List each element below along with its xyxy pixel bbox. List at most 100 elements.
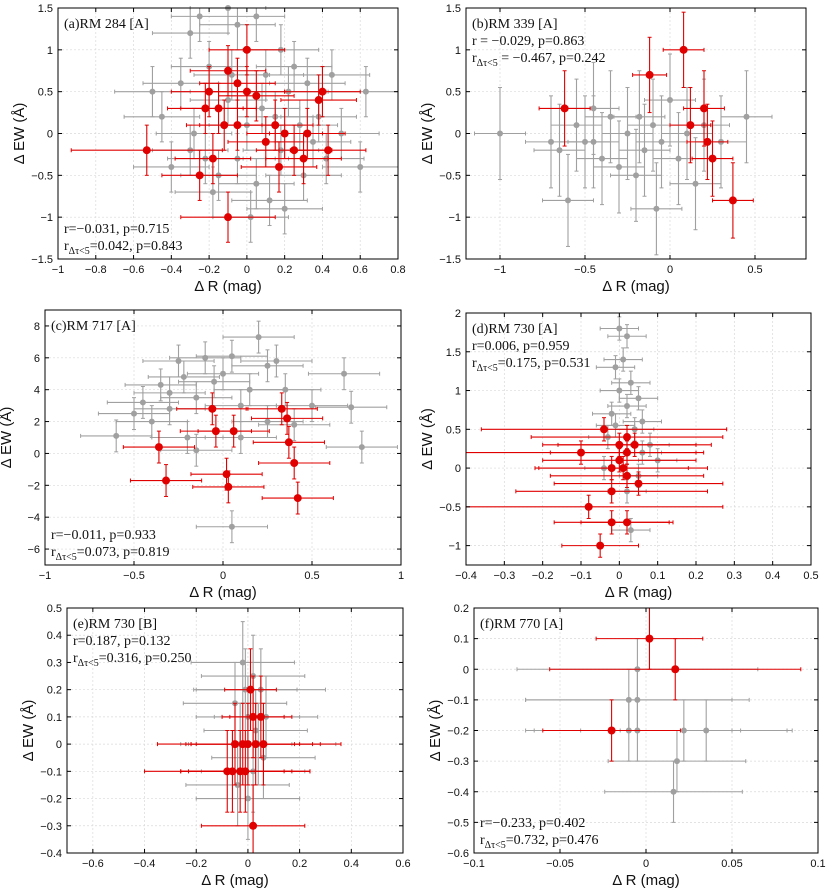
- y-tick-label: 0: [47, 129, 53, 141]
- red-data-point: [259, 740, 268, 749]
- grey-data-point: [684, 130, 690, 137]
- grey-data-point: [599, 155, 605, 162]
- y-tick-label: 0.2: [454, 603, 469, 615]
- x-tick-label: −0.2: [198, 264, 220, 276]
- red-data-point: [645, 634, 654, 643]
- red-data-point: [277, 404, 286, 413]
- grey-data-point: [131, 410, 137, 417]
- x-tick-label: 1: [398, 570, 404, 582]
- x-axis-title: Δ R (mag): [605, 584, 673, 601]
- grey-data-point: [743, 113, 750, 120]
- red-data-point: [293, 494, 302, 503]
- y-tick-label: 4: [34, 385, 40, 397]
- y-tick-label: 0: [56, 739, 62, 751]
- x-tick-label: 0.6: [353, 264, 368, 276]
- x-tick-label: 0.2: [292, 858, 307, 870]
- x-tick-label: 0.2: [688, 570, 703, 582]
- red-data-point: [283, 414, 292, 423]
- panel-title: (d)RM 730 [A]: [472, 322, 558, 337]
- red-data-point: [623, 471, 631, 480]
- grey-data-point: [239, 659, 246, 666]
- y-axis-title: Δ EW (Å): [419, 103, 436, 165]
- grey-data-point: [157, 381, 164, 388]
- grey-data-point: [348, 404, 355, 411]
- x-tick-label: 0: [220, 570, 226, 582]
- x-tick-label: −0.1: [463, 858, 485, 870]
- red-data-point: [560, 104, 569, 113]
- panel-title: (a)RM 284 [A]: [64, 17, 149, 32]
- grey-data-point: [211, 378, 218, 385]
- y-tick-label: 0.5: [47, 603, 62, 615]
- chart-panel-b: −1 −0.5 0 0.5 −1.5 −1 −0.5 0 0.5 1 1.5 Δ R (mag) Δ E…: [419, 3, 807, 295]
- y-tick-label: 0.3: [47, 657, 62, 669]
- y-tick-label: −0.5: [31, 170, 53, 182]
- red-data-point: [242, 45, 251, 54]
- grey-data-point: [166, 405, 173, 412]
- x-tick-label: −0.4: [160, 264, 182, 276]
- y-axis-title: Δ EW (Å): [11, 103, 28, 165]
- stats-text: rΔτ<5 = −0.467, p=0.242: [472, 51, 605, 69]
- x-tick-label: 0.4: [344, 858, 359, 870]
- stats-text: r=0.006, p=0.959: [472, 339, 569, 354]
- red-data-point: [708, 154, 717, 163]
- grey-data-point: [703, 727, 710, 734]
- red-data-point: [241, 767, 250, 776]
- chart-panel-e: −0.6 −0.4 −0.2 0 0.2 0.4 0.6 −0.4 −0.3 −0.2 −0.1 0 0…: [20, 603, 411, 889]
- chart-panel-f: −0.1 −0.05 0 0.05 0.1 −0.6 −0.5 −0.4 −0.3 −0.2 −0.…: [427, 603, 826, 889]
- grey-data-point: [670, 788, 677, 795]
- grey-data-point: [627, 527, 634, 534]
- y-axis-title: Δ EW (Å): [20, 700, 37, 762]
- red-data-point: [318, 87, 327, 96]
- x-axis-title: Δ R (mag): [612, 872, 680, 889]
- x-tick-label: −0.8: [85, 264, 107, 276]
- grey-data-point: [253, 13, 260, 20]
- red-data-point: [154, 443, 163, 452]
- y-tick-label: 0: [463, 664, 469, 676]
- y-tick-label: 0.5: [446, 87, 461, 99]
- y-tick-label: −0.1: [40, 766, 62, 778]
- stats-text: r=0.187, p=0.132: [73, 634, 170, 649]
- stats-text: rΔτ<5=0.316, p=0.250: [73, 651, 192, 669]
- grey-data-point: [175, 358, 182, 364]
- y-axis-title: Δ EW (Å): [419, 408, 436, 470]
- panel-title: (e)RM 730 [B]: [73, 617, 157, 632]
- grey-data-point: [616, 387, 623, 394]
- x-tick-label: 0.5: [304, 570, 319, 582]
- red-data-point: [671, 665, 680, 674]
- x-tick-label: −0.2: [185, 858, 207, 870]
- x-tick-label: −0.2: [532, 570, 554, 582]
- grey-data-point: [362, 88, 369, 95]
- grey-data-point: [675, 155, 682, 162]
- y-tick-label: 1.5: [38, 3, 53, 15]
- grey-data-point: [624, 130, 631, 137]
- grey-data-point: [358, 444, 365, 451]
- red-data-point: [284, 438, 293, 447]
- red-data-point: [645, 70, 654, 79]
- grey-data-point: [273, 358, 280, 364]
- red-data-point: [195, 171, 204, 180]
- grey-data-point: [548, 138, 554, 145]
- red-data-point: [615, 456, 624, 465]
- red-data-point: [201, 104, 210, 113]
- x-tick-label: 0.4: [765, 570, 780, 582]
- grey-data-point: [177, 80, 184, 87]
- grey-data-point: [180, 373, 187, 380]
- x-tick-label: 0.1: [810, 858, 825, 870]
- y-tick-label: −1: [40, 212, 53, 224]
- grey-data-point: [191, 130, 197, 137]
- red-data-point: [233, 121, 242, 130]
- x-tick-label: 0.8: [390, 264, 405, 276]
- grey-data-point: [616, 325, 623, 332]
- grey-data-point: [607, 113, 614, 120]
- grey-data-point: [565, 197, 571, 204]
- red-data-point: [299, 154, 308, 163]
- x-tick-label: −0.05: [546, 858, 574, 870]
- red-data-point: [246, 685, 255, 694]
- red-data-point: [224, 213, 232, 222]
- x-tick-label: −0.5: [574, 264, 596, 276]
- x-tick-label: 0: [245, 858, 251, 870]
- grey-data-point: [612, 422, 619, 429]
- y-tick-label: 1: [455, 386, 461, 398]
- grey-data-point: [667, 97, 673, 104]
- grey-data-point: [228, 523, 235, 530]
